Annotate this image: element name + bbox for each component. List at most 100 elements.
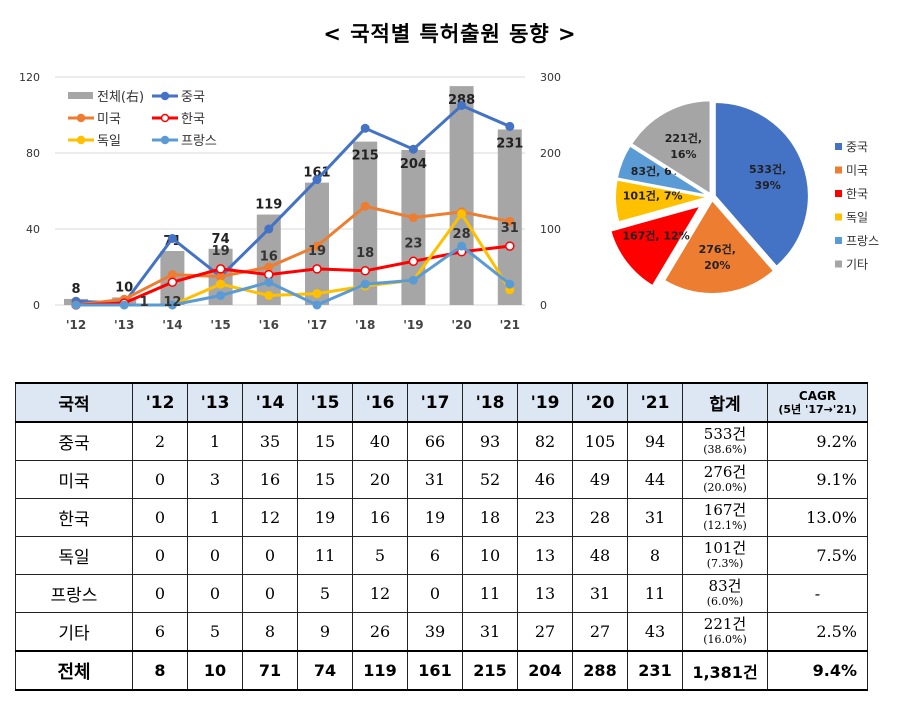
year-value: 5 [352, 536, 408, 575]
left-tick-label: 0 [33, 299, 40, 312]
year-value: 0 [132, 536, 188, 575]
point-미국 [312, 241, 322, 251]
year-value: 44 [627, 460, 683, 499]
year-value: 0 [132, 574, 188, 613]
year-value: 27 [572, 612, 628, 652]
left-tick-label: 120 [19, 71, 40, 84]
x-tick-label: '18 [355, 318, 375, 332]
pie-slice-기타 [629, 99, 712, 197]
year-value: 11 [627, 574, 683, 613]
point-중국 [360, 123, 370, 133]
point-한국 [360, 266, 370, 276]
x-tick-label: '19 [403, 318, 423, 332]
year-value: 11 [462, 574, 518, 613]
year-value: 231 [627, 650, 683, 691]
year-value: 105 [572, 421, 628, 461]
cagr-value: 9.2% [767, 421, 868, 461]
year-value: 26 [352, 612, 408, 652]
legend-swatch [68, 92, 93, 99]
korea-data-label: 19 [212, 244, 230, 259]
year-value: 0 [407, 574, 463, 613]
point-미국 [360, 201, 370, 211]
point-한국 [215, 264, 226, 274]
total-row: 전체 8 10 71 74 119 161 215 204 288 231 1,381건 9.4% [15, 650, 868, 691]
point-독일 [457, 209, 467, 219]
table-row: 중국 2 1 35 15 40 66 93 82 105 94 533건 (38.6%) 9.2% [15, 421, 868, 461]
line-중국 [75, 103, 511, 305]
year-value: 161 [407, 650, 463, 691]
cagr-value: 9.4% [767, 650, 868, 691]
legend-marker [160, 91, 170, 101]
year-value: 31 [462, 612, 518, 652]
year-value: 23 [517, 498, 573, 537]
year-value: 8 [242, 612, 298, 652]
year-value: 43 [627, 612, 683, 652]
point-미국 [408, 213, 418, 223]
pie-legend-label: 미국 [846, 164, 868, 178]
year-value: 3 [187, 460, 243, 499]
point-미국 [505, 216, 515, 226]
legend-marker [76, 135, 86, 145]
right-tick-label: 200 [540, 147, 561, 160]
left-tick-label: 80 [26, 147, 40, 160]
legend-label: 중국 [181, 90, 205, 105]
column-header-cagr: CAGR (5년 '17→'21) [767, 382, 868, 423]
line-프랑스 [76, 244, 511, 307]
bar-data-label: 231 [496, 136, 523, 151]
pie-legend-label: 한국 [846, 187, 868, 201]
line-한국 [75, 244, 510, 307]
sum-cell: 533건 (38.6%) [682, 421, 768, 461]
year-value: 0 [242, 536, 298, 575]
year-value: 0 [132, 460, 188, 499]
year-value: 0 [132, 498, 188, 537]
year-value: 13 [517, 574, 573, 613]
x-tick-label: '14 [162, 318, 182, 332]
right-tick-label: 0 [540, 299, 547, 312]
year-value: 5 [297, 574, 353, 613]
legend-marker [160, 135, 170, 145]
year-value: 31 [572, 574, 628, 613]
column-header: '17 [407, 382, 463, 423]
legend-marker [76, 113, 86, 123]
left-tick-label: 40 [26, 223, 40, 236]
year-value: 71 [242, 650, 298, 691]
year-value: 11 [297, 536, 353, 575]
year-value: 27 [517, 612, 573, 652]
sum-cell: 83건 (6.0%) [682, 574, 768, 613]
pie-slice-프랑스 [615, 144, 710, 197]
year-value: 82 [517, 421, 573, 461]
point-한국 [408, 256, 419, 267]
year-value: 10 [187, 650, 243, 691]
year-value: 5 [187, 612, 243, 652]
point-프랑스 [312, 300, 322, 310]
pie-data-label: 276건, 20% [699, 242, 736, 272]
table-row: 프랑스 0 0 0 5 12 0 11 13 31 11 83건 (6.0%) - [15, 574, 868, 613]
year-value: 31 [407, 460, 463, 499]
year-value: 46 [517, 460, 573, 499]
point-프랑스 [167, 300, 177, 310]
cagr-value: 13.0% [767, 498, 868, 537]
legend-label: 프랑스 [181, 134, 217, 149]
point-미국 [167, 270, 177, 280]
x-tick-label: '12 [66, 318, 86, 332]
pie-slice-한국 [609, 203, 704, 288]
pie-data-label: 167건, 12% [622, 229, 689, 243]
bar-data-label: 215 [352, 149, 379, 164]
country-name: 전체 [15, 650, 133, 691]
point-독일 [216, 279, 226, 289]
column-header: '19 [517, 382, 573, 423]
year-value: 8 [132, 650, 188, 691]
line-미국 [75, 204, 511, 307]
korea-data-label: 28 [453, 227, 471, 242]
table-row: 기타 6 5 8 9 26 39 31 27 27 43 221건 (16.0%) 2.5% [15, 612, 868, 652]
year-value: 0 [242, 574, 298, 613]
legend-label: 한국 [181, 112, 205, 127]
pie-data-label: 221건, 16% [665, 131, 702, 161]
bar-data-label: 119 [255, 198, 282, 213]
right-tick-label: 100 [540, 223, 561, 236]
sum-cell: 221건 (16.0%) [682, 612, 768, 652]
year-value: 1 [187, 498, 243, 537]
year-value: 10 [462, 536, 518, 575]
bar-data-label: 204 [400, 157, 427, 172]
year-value: 1 [187, 421, 243, 461]
